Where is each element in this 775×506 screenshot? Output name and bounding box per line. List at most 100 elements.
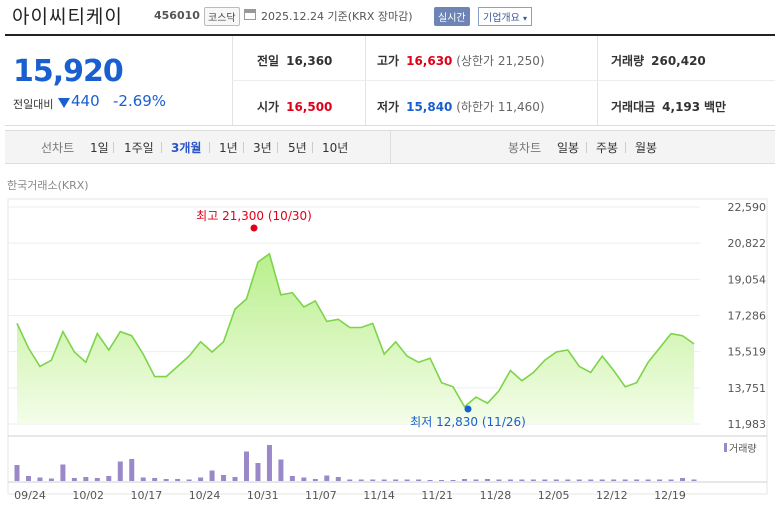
volume-bar (657, 479, 663, 481)
volume-legend-swatch (724, 443, 727, 452)
divider (232, 80, 775, 81)
company-info-dropdown[interactable]: 기업개요 ▾ (478, 7, 533, 26)
volume-bar (163, 479, 169, 481)
x-tick-label: 11/21 (421, 489, 453, 502)
volume-cell: 거래량 260,420 (611, 54, 706, 68)
base-date: 2025.12.24 기준(KRX 장마감) (261, 10, 413, 23)
change-value: 440 (71, 92, 100, 110)
amount-value: 4,193 (662, 100, 701, 114)
change-label: 전일대비 (13, 98, 54, 111)
x-tick-label: 11/07 (305, 489, 337, 502)
volume-legend: 거래량 (729, 443, 757, 455)
prev-close-value: 16,360 (286, 54, 333, 68)
volume-bar (404, 479, 410, 481)
volume-bar (347, 479, 353, 481)
volume-bar (209, 470, 215, 481)
tab-5y[interactable]: 5년 (288, 141, 307, 155)
company-info-label: 기업개요 (483, 13, 520, 24)
volume-bar (312, 479, 318, 481)
company-name[interactable]: 아이씨티케이 (12, 6, 123, 28)
volume-bar (48, 478, 54, 481)
x-tick-label: 12/05 (538, 489, 570, 502)
current-price: 15,920 (13, 54, 124, 89)
tab-monthly[interactable]: 월봉 (635, 141, 658, 155)
low-cell: 저가 15,840 (하한가 11,460) (377, 100, 545, 114)
chevron-down-icon: ▾ (523, 14, 528, 23)
x-tick-label: 12/12 (596, 489, 628, 502)
chart-frame (7, 198, 768, 495)
y-tick-label: 13,751 (728, 382, 767, 395)
volume-bar (37, 477, 43, 481)
volume-bar (140, 477, 146, 481)
volume-bar (232, 477, 238, 481)
y-tick-label: 15,519 (728, 346, 767, 359)
down-arrow-icon (58, 98, 70, 108)
volume-bar (106, 476, 112, 481)
x-tick-label: 12/19 (654, 489, 686, 502)
low-value: 15,840 (406, 100, 453, 114)
amount-cell: 거래대금 4,193 백만 (611, 100, 727, 114)
realtime-button[interactable]: 실시간 (434, 7, 470, 26)
line-chart-label: 선차트 (41, 141, 75, 155)
volume-bar (117, 461, 123, 481)
volume-bar (324, 475, 330, 481)
volume-bar (278, 459, 284, 481)
volume-bar (152, 478, 158, 481)
volume-bar (198, 477, 204, 481)
change-rate: -2.69% (113, 92, 167, 110)
tab-1d[interactable]: 1일 (90, 141, 109, 155)
tab-daily[interactable]: 일봉 (557, 141, 580, 155)
volume-bar (450, 480, 456, 481)
volume-bar (553, 479, 559, 481)
volume-bar (668, 479, 674, 481)
chart-source: 한국거래소(KRX) (7, 179, 89, 192)
candle-chart-label: 봉차트 (508, 141, 542, 155)
volume-bar (186, 479, 192, 481)
volume-bar (576, 479, 582, 481)
prev-close-cell: 전일 16,360 (257, 54, 333, 68)
x-tick-label: 11/14 (363, 489, 395, 502)
volume-bar (599, 479, 605, 481)
x-tick-label: 10/02 (72, 489, 104, 502)
tab-1w[interactable]: 1주일 (124, 141, 154, 155)
volume-bar (243, 451, 249, 481)
calendar-icon (244, 9, 256, 20)
x-tick-label: 11/28 (480, 489, 512, 502)
price-line (16, 252, 695, 408)
x-tick-label: 10/24 (189, 489, 221, 502)
volume-bar (439, 480, 445, 481)
volume-bar (175, 479, 181, 481)
volume-bar (427, 480, 433, 481)
y-tick-label: 20,822 (728, 237, 767, 250)
open-cell: 시가 16,500 (257, 100, 333, 114)
volume-bar (691, 479, 697, 481)
price-area (17, 253, 694, 424)
price-summary: 15,920 전일대비 440 -2.69% 전일 16,360 고가 16,630… (5, 34, 775, 126)
volume-value: 260,420 (651, 54, 706, 68)
volume-bar (473, 479, 479, 481)
volume-bar (496, 479, 502, 481)
tab-10y[interactable]: 10년 (322, 141, 349, 155)
tab-weekly[interactable]: 주봉 (596, 141, 619, 155)
volume-bar (634, 479, 640, 481)
max-annotation: 최고 21,300 (10/30) (196, 209, 312, 223)
high-cell: 고가 16,630 (상한가 21,250) (377, 54, 545, 68)
volume-bar (462, 479, 468, 481)
volume-bar (71, 478, 77, 481)
y-tick-label: 17,286 (728, 310, 767, 323)
volume-bar (129, 459, 135, 481)
tab-1y[interactable]: 1년 (219, 141, 238, 155)
y-tick-label: 19,054 (728, 273, 767, 286)
volume-bar (393, 479, 399, 481)
volume-bar (588, 479, 594, 481)
max-marker (250, 224, 258, 232)
volume-bar (611, 479, 617, 481)
chart-tabs: 선차트 1일 1주일 3개월 1년 3년 5년 10년 봉차트 일봉 주봉 월봉 (5, 130, 775, 164)
stock-code: 456010 (154, 9, 200, 22)
volume-bar (255, 463, 261, 481)
tab-3y[interactable]: 3년 (253, 141, 272, 155)
tab-3m[interactable]: 3개월 (171, 141, 202, 155)
min-marker (464, 405, 472, 413)
volume-bar (645, 479, 651, 481)
